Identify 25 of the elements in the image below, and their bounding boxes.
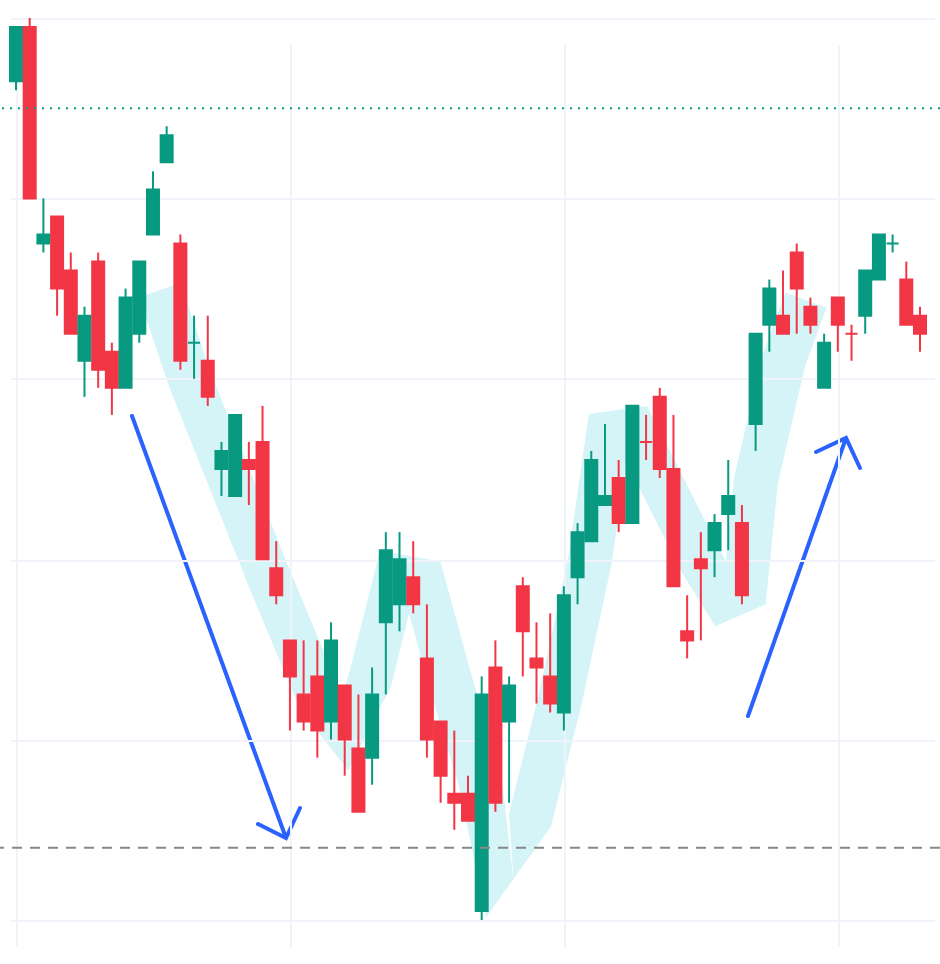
candlestick [282,639,297,732]
candlestick [776,269,791,335]
candlestick [529,621,544,705]
candlestick [36,197,51,254]
candlestick [269,540,284,606]
candlestick [145,170,160,236]
candlestick [200,314,215,407]
candlestick [406,540,421,615]
candlestick [762,278,777,353]
candlestick [680,594,695,660]
candlestick [77,305,92,398]
candlestick [693,531,708,642]
candlestick [515,576,530,678]
candlestick [830,296,845,353]
candlestick [817,332,832,389]
candlestick [803,296,818,335]
candlestick [159,125,174,164]
candlestick [502,675,517,804]
candlestick [611,458,626,534]
candlestick [543,612,558,714]
candlestick [187,314,202,380]
candlestick [844,323,859,362]
candlestick [789,242,804,335]
candlestick [721,458,736,552]
candlestick [707,513,722,579]
